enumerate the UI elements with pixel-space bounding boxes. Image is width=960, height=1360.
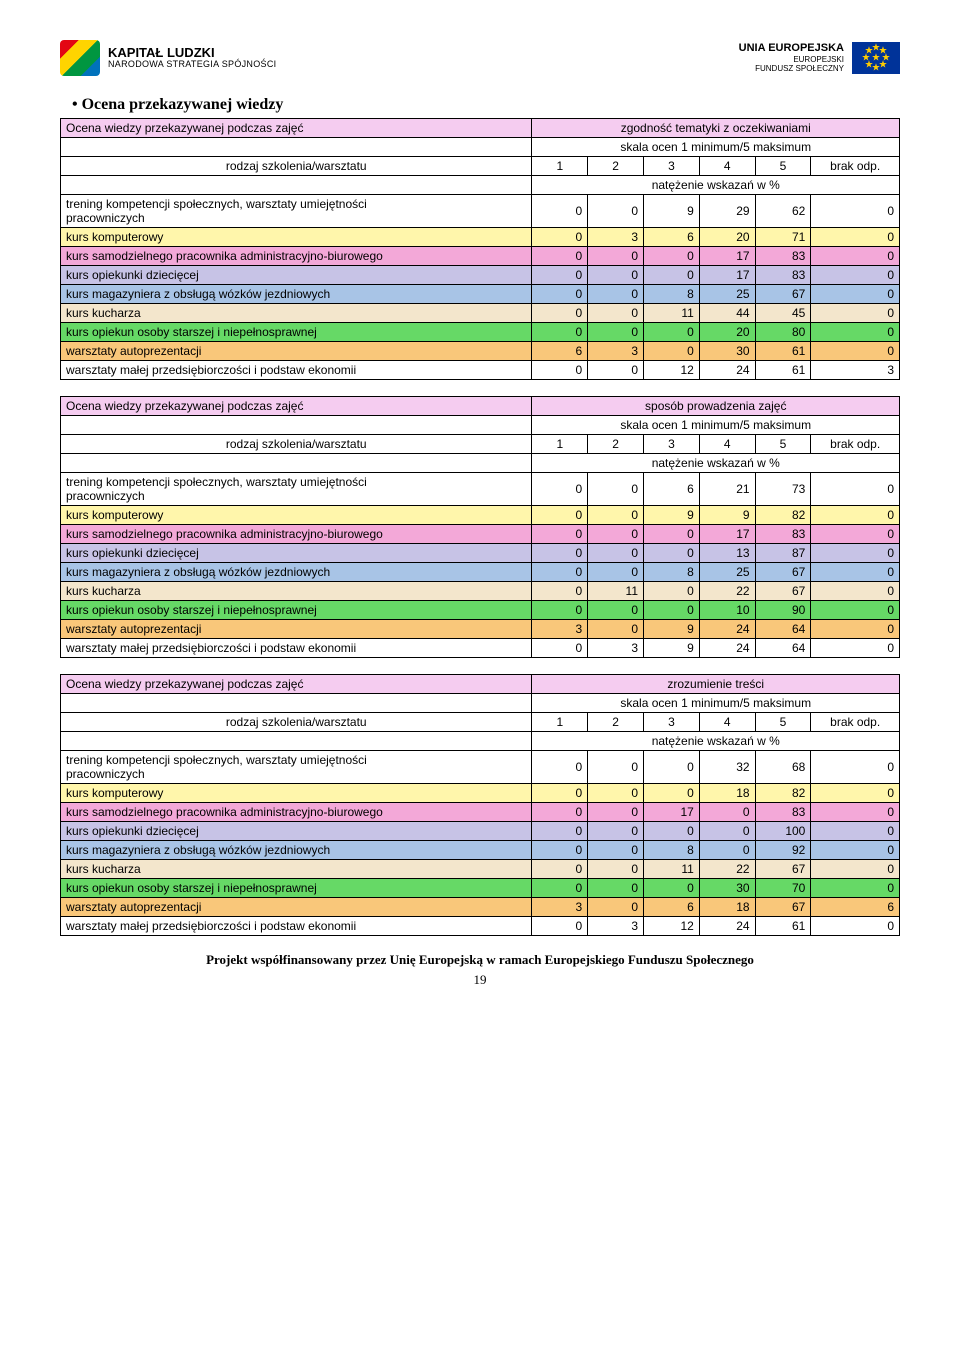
table2: Ocena wiedzy przekazywanej podczas zajęć… [60,396,900,658]
t1-r-samo: kurs samodzielnego pracownika administra… [61,247,532,266]
page-number: 19 [60,972,900,988]
t3h-title: zrozumienie treści [532,675,900,694]
section-title: Ocena przekazywanej wiedzy [72,96,900,114]
t3-r-samo: kurs samodzielnego pracownika administra… [61,803,532,822]
kapital-ludzki-logo-icon [60,40,100,76]
t2-r-kuch: kurs kucharza [61,582,532,601]
t2-r-auto: warsztaty autoprezentacji [61,620,532,639]
table3: Ocena wiedzy przekazywanej podczas zajęć… [60,674,900,936]
t2h-rodzaj: rodzaj szkolenia/warsztatu [61,435,532,454]
t2h-brak: brak odp. [811,435,900,454]
logo-right: UNIA EUROPEJSKA EUROPEJSKI FUNDUSZ SPOŁE… [739,42,900,74]
t1h-rodzaj: rodzaj szkolenia/warsztatu [61,157,532,176]
t1-r-mag: kurs magazyniera z obsługą wózków jezdni… [61,285,532,304]
t2h-skala: skala ocen 1 minimum/5 maksimum [532,416,900,435]
t3-r-opiekunki: kurs opiekunki dziecięcej [61,822,532,841]
logo-left: KAPITAŁ LUDZKI NARODOWA STRATEGIA SPÓJNO… [60,40,276,76]
t2h-title: sposób prowadzenia zajęć [532,397,900,416]
header-left-sub: NARODOWA STRATEGIA SPÓJNOŚCI [108,60,276,70]
t2h-label: Ocena wiedzy przekazywanej podczas zajęć [61,397,532,416]
eu-text: UNIA EUROPEJSKA EUROPEJSKI FUNDUSZ SPOŁE… [739,42,844,73]
header-bar: KAPITAŁ LUDZKI NARODOWA STRATEGIA SPÓJNO… [60,40,900,76]
page: KAPITAŁ LUDZKI NARODOWA STRATEGIA SPÓJNO… [0,0,960,1018]
kapital-ludzki-text: KAPITAŁ LUDZKI NARODOWA STRATEGIA SPÓJNO… [108,46,276,70]
t1-r-komp: kurs komputerowy [61,228,532,247]
t1-r-opiekunki: kurs opiekunki dziecięcej [61,266,532,285]
t3h-skala: skala ocen 1 minimum/5 maksimum [532,694,900,713]
t3-r-trening: trening kompetencji społecznych, warszta… [61,751,532,784]
t3-r-auto: warsztaty autoprezentacji [61,898,532,917]
t3-r-mag: kurs magazyniera z obsługą wózków jezdni… [61,841,532,860]
t1-r-auto: warsztaty autoprezentacji [61,342,532,361]
t1h-label: Ocena wiedzy przekazywanej podczas zajęć [61,119,532,138]
t3-r-komp: kurs komputerowy [61,784,532,803]
t3-r-malej: warsztaty małej przedsiębiorczości i pod… [61,917,532,936]
t2-r-opiekunki: kurs opiekunki dziecięcej [61,544,532,563]
eu-flag-icon [852,42,900,74]
t1-r-kuch: kurs kucharza [61,304,532,323]
t2-r-samo: kurs samodzielnego pracownika administra… [61,525,532,544]
t1h-skala: skala ocen 1 minimum/5 maksimum [532,138,900,157]
t1-r-malej: warsztaty małej przedsiębiorczości i pod… [61,361,532,380]
t3-r-kuch: kurs kucharza [61,860,532,879]
table1: Ocena wiedzy przekazywanej podczas zajęć… [60,118,900,380]
eu-line1: UNIA EUROPEJSKA [739,42,844,55]
t2-r-mag: kurs magazyniera z obsługą wózków jezdni… [61,563,532,582]
t1-r-opiekun: kurs opiekun osoby starszej i niepełnosp… [61,323,532,342]
t1-r-trening: trening kompetencji społecznych, warszta… [61,195,532,228]
t2-r-trening: trening kompetencji społecznych, warszta… [61,473,532,506]
t2-r-opiekun: kurs opiekun osoby starszej i niepełnosp… [61,601,532,620]
t1h-brak: brak odp. [811,157,900,176]
footer-line: Projekt współfinansowany przez Unię Euro… [206,952,754,967]
t2-r-malej: warsztaty małej przedsiębiorczości i pod… [61,639,532,658]
t1h-nat: natężenie wskazań w % [532,176,900,195]
t3h-rodzaj: rodzaj szkolenia/warsztatu [61,713,532,732]
eu-line3: FUNDUSZ SPOŁECZNY [739,64,844,73]
eu-line2: EUROPEJSKI [739,55,844,64]
t3-r-opiekun: kurs opiekun osoby starszej i niepełnosp… [61,879,532,898]
t2h-nat: natężenie wskazań w % [532,454,900,473]
t1h-title: zgodność tematyki z oczekiwaniami [532,119,900,138]
t2-r-komp: kurs komputerowy [61,506,532,525]
t3h-nat: natężenie wskazań w % [532,732,900,751]
footer: Projekt współfinansowany przez Unię Euro… [60,952,900,968]
t3h-brak: brak odp. [811,713,900,732]
t3h-label: Ocena wiedzy przekazywanej podczas zajęć [61,675,532,694]
